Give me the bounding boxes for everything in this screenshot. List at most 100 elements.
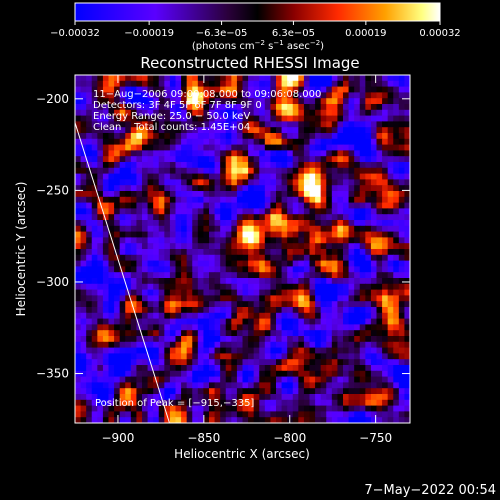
heatmap-cell [220, 191, 227, 198]
heatmap-cell [398, 167, 406, 175]
heatmap-cell [125, 272, 132, 279]
heatmap-cell [315, 144, 322, 151]
heatmap-cell [337, 336, 344, 343]
heatmap-cell [236, 260, 244, 267]
heatmap-cell [197, 220, 205, 227]
heatmap-cell [130, 336, 138, 343]
heatmap-cell [136, 115, 143, 122]
heatmap-cell [130, 109, 138, 117]
heatmap-cell [236, 98, 244, 105]
heatmap-cell [298, 405, 305, 412]
heatmap-cell [130, 254, 138, 262]
heatmap-cell [287, 254, 294, 262]
heatmap-cell [398, 336, 406, 343]
heatmap-cell [376, 214, 383, 221]
heatmap-cell [348, 127, 355, 134]
heatmap-cell [270, 312, 277, 320]
heatmap-cell [153, 260, 160, 267]
heatmap-cell [80, 185, 87, 192]
heatmap-cell [387, 318, 394, 325]
heatmap-cell [331, 225, 339, 233]
heatmap-cell [354, 312, 361, 320]
heatmap-cell [125, 127, 132, 134]
heatmap-cell [209, 388, 216, 395]
heatmap-cell [203, 115, 210, 122]
heatmap-cell [175, 150, 182, 157]
heatmap-cell [114, 249, 121, 256]
heatmap-cell [147, 341, 154, 349]
heatmap-cell [281, 104, 288, 111]
heatmap-cell [181, 301, 188, 308]
heatmap-cell [354, 399, 361, 407]
heatmap-cell [214, 80, 221, 88]
heatmap-cell [97, 167, 104, 175]
heatmap-cell [209, 347, 216, 354]
heatmap-cell [253, 144, 260, 151]
heatmap-cell [164, 196, 171, 204]
heatmap-cell [365, 133, 372, 140]
colorbar-tick-label: −0.00032 [50, 28, 100, 39]
heatmap-cell [370, 98, 378, 105]
heatmap-cell [298, 376, 305, 383]
heatmap-cell [214, 109, 221, 117]
heatmap-cell [108, 191, 115, 198]
heatmap-cell [287, 301, 294, 308]
heatmap-cell [248, 278, 255, 285]
heatmap-cell [75, 254, 82, 262]
heatmap-cell [130, 388, 138, 395]
heatmap-cell [382, 98, 389, 105]
heatmap-cell [287, 295, 294, 302]
heatmap-cell [220, 417, 227, 423]
heatmap-cell [259, 156, 266, 163]
heatmap-cell [231, 138, 238, 146]
heatmap-cell [175, 173, 182, 180]
heatmap-cell [315, 92, 322, 99]
heatmap-cell [370, 167, 378, 175]
heatmap-cell [387, 220, 394, 227]
heatmap-cell [108, 231, 115, 238]
heatmap-cell [309, 202, 316, 209]
heatmap-cell [175, 399, 182, 407]
heatmap-cell [142, 330, 149, 337]
heatmap-cell [253, 301, 260, 308]
heatmap-cell [119, 278, 126, 285]
heatmap-cell [236, 86, 244, 93]
heatmap-cell [209, 231, 216, 238]
heatmap-cell [298, 144, 305, 151]
heatmap-cell [192, 283, 199, 291]
heatmap-cell [80, 266, 87, 273]
heatmap-cell [309, 254, 316, 262]
heatmap-cell [398, 156, 406, 163]
heatmap-cell [359, 382, 366, 389]
heatmap-cell [236, 208, 244, 215]
heatmap-cell [197, 249, 205, 256]
heatmap-cell [220, 312, 227, 320]
heatmap-cell [337, 301, 344, 308]
heatmap-cell [181, 365, 188, 372]
heatmap-cell [298, 104, 305, 111]
heatmap-cell [231, 295, 238, 302]
heatmap-cell [197, 237, 205, 244]
heatmap-cell [242, 86, 249, 93]
heatmap-cell [320, 312, 327, 320]
heatmap-cell [225, 98, 232, 105]
heatmap-cell [114, 225, 121, 233]
heatmap-cell [303, 167, 311, 175]
heatmap-cell [370, 301, 378, 308]
heatmap-cell [287, 353, 294, 360]
heatmap-cell [125, 208, 132, 215]
heatmap-cell [214, 191, 221, 198]
heatmap-cell [259, 220, 266, 227]
heatmap-cell [248, 324, 255, 331]
heatmap-cell [203, 225, 210, 233]
heatmap-cell [264, 231, 272, 238]
heatmap-cell [331, 115, 339, 122]
heatmap-cell [365, 359, 372, 366]
heatmap-cell [270, 80, 277, 88]
heatmap-cell [287, 370, 294, 378]
heatmap-cell [231, 214, 238, 221]
heatmap-cell [354, 220, 361, 227]
heatmap-cell [387, 289, 394, 296]
heatmap-cell [298, 220, 305, 227]
heatmap-cell [309, 225, 316, 233]
